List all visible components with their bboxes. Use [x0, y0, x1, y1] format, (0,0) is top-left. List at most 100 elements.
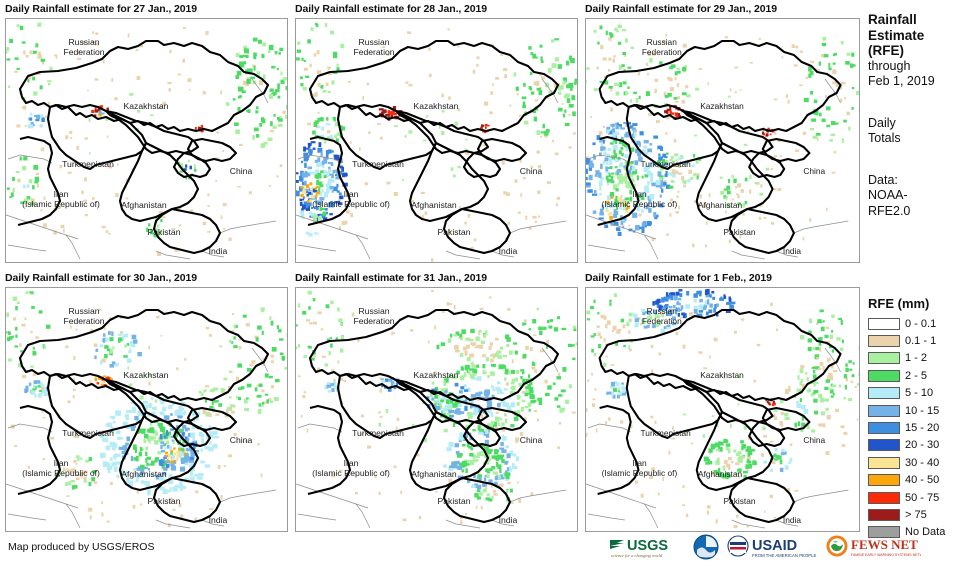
legend-swatch	[868, 335, 900, 348]
country-label: (Islamic Republic of)	[22, 199, 100, 209]
through-line-1: through	[868, 58, 911, 73]
country-label: Pakistan	[723, 496, 755, 506]
country-label: Iran	[344, 458, 359, 468]
country-label: India	[499, 515, 518, 525]
country-label: Turkmenistan	[641, 428, 692, 438]
country-label: China	[230, 166, 253, 176]
map-canvas-1-feb[interactable]: Russian Federation Kazakhstan Turkmenistan I…	[585, 287, 860, 532]
legend-label: 5 - 10	[905, 387, 934, 400]
country-label: Russian	[647, 37, 677, 47]
country-label: Turkmenistan	[62, 159, 114, 169]
country-label: Pakistan	[438, 227, 471, 237]
legend-row: 1 - 2	[868, 350, 965, 367]
country-label: (Islamic Republic of)	[22, 468, 100, 478]
country-label: Federation	[642, 47, 682, 57]
noaa-logo	[693, 534, 719, 560]
panel-28-jan: Daily Rainfall estimate for 28 Jan., 201…	[295, 3, 578, 263]
panel-title: Daily Rainfall estimate for 30 Jan., 201…	[5, 272, 197, 284]
map-canvas-27-jan[interactable]: Russian Federation Kazakhstan Turkmenistan I…	[5, 18, 288, 263]
legend-swatch	[868, 491, 900, 504]
country-label: Russian	[358, 37, 389, 47]
country-label: Turkmenistan	[352, 428, 404, 438]
country-label: Kazakhstan	[414, 370, 459, 380]
country-label: Kazakhstan	[700, 101, 744, 111]
map-canvas-30-jan[interactable]: Russian Federation Kazakhstan Turkmenistan I…	[5, 287, 288, 532]
legend-row: 2 - 5	[868, 367, 965, 384]
legend-row: No Data	[868, 524, 965, 541]
map-canvas-28-jan[interactable]: Russian Federation Kazakhstan Turkmenistan I…	[295, 18, 578, 263]
legend-swatch	[868, 352, 900, 365]
panel-27-jan: Daily Rainfall estimate for 27 Jan., 201…	[5, 3, 288, 263]
legend-label: 0 - 0.1	[905, 317, 937, 330]
country-label: Federation	[63, 47, 104, 57]
country-label: India	[783, 515, 801, 525]
legend-label: 2 - 5	[905, 369, 928, 382]
country-label: Federation	[353, 316, 394, 326]
country-label: Afghanistan	[121, 200, 167, 210]
rfe-legend: RFE (mm) 0 - 0.1 0.1 - 1 1 - 2 2 - 5 5 - 10 1…	[868, 296, 965, 541]
svg-text:FROM THE AMERICAN PEOPLE: FROM THE AMERICAN PEOPLE	[752, 553, 817, 558]
legend-swatch	[868, 474, 900, 487]
legend-label: 40 - 50	[905, 474, 940, 487]
country-label: Kazakhstan	[124, 101, 169, 111]
country-label: (Islamic Republic of)	[312, 199, 390, 209]
legend-label: No Data	[905, 526, 946, 539]
panel-title: Daily Rainfall estimate for 27 Jan., 201…	[5, 3, 197, 15]
country-label: China	[803, 166, 825, 176]
country-label: Pakistan	[148, 496, 181, 506]
data-line-1: Data:	[868, 172, 898, 187]
legend-row: 5 - 10	[868, 385, 965, 402]
fewsnet-logo: FEWS NET FAMINE EARLY WARNING SYSTEMS NE…	[825, 534, 921, 560]
map-canvas-29-jan[interactable]: Russian Federation Kazakhstan Turkmenistan I…	[585, 18, 860, 263]
legend-swatch	[868, 369, 900, 382]
legend-swatch	[868, 439, 900, 452]
country-label: Federation	[353, 47, 394, 57]
totals-line-2: Totals	[868, 131, 901, 145]
country-label: Russian	[68, 306, 99, 316]
usgs-logo: USGS science for a changing world	[608, 534, 686, 560]
country-label: Russian	[358, 306, 389, 316]
country-label: China	[230, 435, 253, 445]
country-label: (Islamic Republic of)	[312, 468, 390, 478]
legend-row: 20 - 30	[868, 437, 965, 454]
svg-text:science for a changing world: science for a changing world	[611, 553, 663, 558]
totals-line-1: Daily	[868, 115, 896, 130]
country-label: Afghanistan	[121, 469, 167, 479]
legend-swatch	[868, 387, 900, 400]
data-line-3: RFE2.0	[868, 203, 911, 218]
logo-strip: USGS science for a changing world USAID …	[608, 534, 921, 560]
legend-swatch	[868, 404, 900, 417]
country-label: Iran	[344, 189, 359, 199]
legend-row: 40 - 50	[868, 472, 965, 489]
panel-30-jan: Daily Rainfall estimate for 30 Jan., 201…	[5, 272, 288, 532]
country-label: Iran	[632, 458, 647, 468]
legend-swatch	[868, 456, 900, 469]
country-label: Afghanistan	[698, 200, 742, 210]
legend-row: 50 - 75	[868, 489, 965, 506]
legend-label: > 75	[905, 508, 927, 521]
panel-31-jan: Daily Rainfall estimate for 31 Jan., 201…	[295, 272, 578, 532]
country-label: Kazakhstan	[700, 370, 744, 380]
usaid-logo: USAID FROM THE AMERICAN PEOPLE	[726, 534, 818, 560]
country-label: (Islamic Republic of)	[602, 468, 678, 478]
legend-row: 15 - 20	[868, 419, 965, 436]
legend-rows: 0 - 0.1 0.1 - 1 1 - 2 2 - 5 5 - 10 10 - 15 15 …	[868, 315, 965, 541]
legend-row: > 75	[868, 506, 965, 523]
country-label: China	[520, 435, 543, 445]
legend-title: RFE (mm)	[868, 296, 930, 311]
panel-title: Daily Rainfall estimate for 28 Jan., 201…	[295, 3, 487, 15]
legend-swatch	[868, 508, 900, 521]
panel-title: Daily Rainfall estimate for 31 Jan., 201…	[295, 272, 487, 284]
country-label: Turkmenistan	[641, 159, 692, 169]
country-label: Afghanistan	[411, 200, 457, 210]
country-label: India	[783, 246, 801, 256]
country-label: Afghanistan	[698, 469, 742, 479]
country-label: India	[209, 515, 228, 525]
country-label: Pakistan	[723, 227, 755, 237]
map-canvas-31-jan[interactable]: Russian Federation Kazakhstan Turkmenistan I…	[295, 287, 578, 532]
